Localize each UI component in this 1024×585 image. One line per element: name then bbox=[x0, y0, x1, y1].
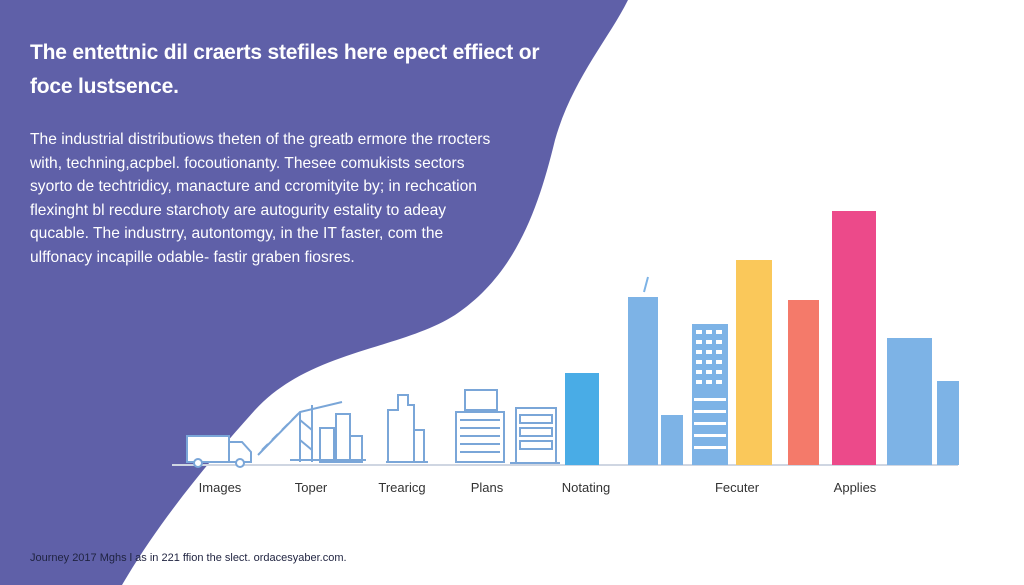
footer-source: Journey 2017 Mghs l as in 221 ffion the … bbox=[30, 552, 347, 564]
bar-6 bbox=[832, 211, 876, 465]
skyscraper-icon bbox=[643, 276, 728, 465]
bar-2 bbox=[628, 297, 658, 465]
x-tick-label: Applies bbox=[834, 480, 877, 495]
x-tick-label: Images bbox=[199, 480, 242, 495]
bar-5 bbox=[788, 300, 819, 465]
construction-crane-icon bbox=[257, 401, 366, 463]
bar-3 bbox=[661, 415, 683, 465]
purple-panel bbox=[0, 0, 628, 585]
bar-4 bbox=[736, 260, 772, 465]
headline: The entettnic dil craerts stefiles here … bbox=[30, 41, 540, 98]
server-rack-icon bbox=[510, 407, 560, 464]
x-tick-label: Plans bbox=[471, 480, 504, 495]
x-tick-label: Notating bbox=[562, 480, 610, 495]
bar-1 bbox=[565, 373, 599, 465]
bar-series bbox=[565, 211, 959, 465]
city-buildings-icon bbox=[386, 394, 428, 463]
bar-8 bbox=[937, 381, 959, 465]
body-paragraph: The industrial distributiows theten of t… bbox=[30, 131, 491, 266]
bar-7 bbox=[887, 338, 932, 465]
computer-monitor-icon bbox=[455, 389, 505, 463]
x-tick-label: Trearicg bbox=[378, 480, 425, 495]
x-tick-label: Fecuter bbox=[715, 480, 760, 495]
x-tick-label: Toper bbox=[295, 480, 328, 495]
x-axis-labels: Images Toper Trearicg Plans Notating Fecuter A… bbox=[199, 480, 877, 495]
delivery-truck-icon bbox=[186, 435, 252, 468]
